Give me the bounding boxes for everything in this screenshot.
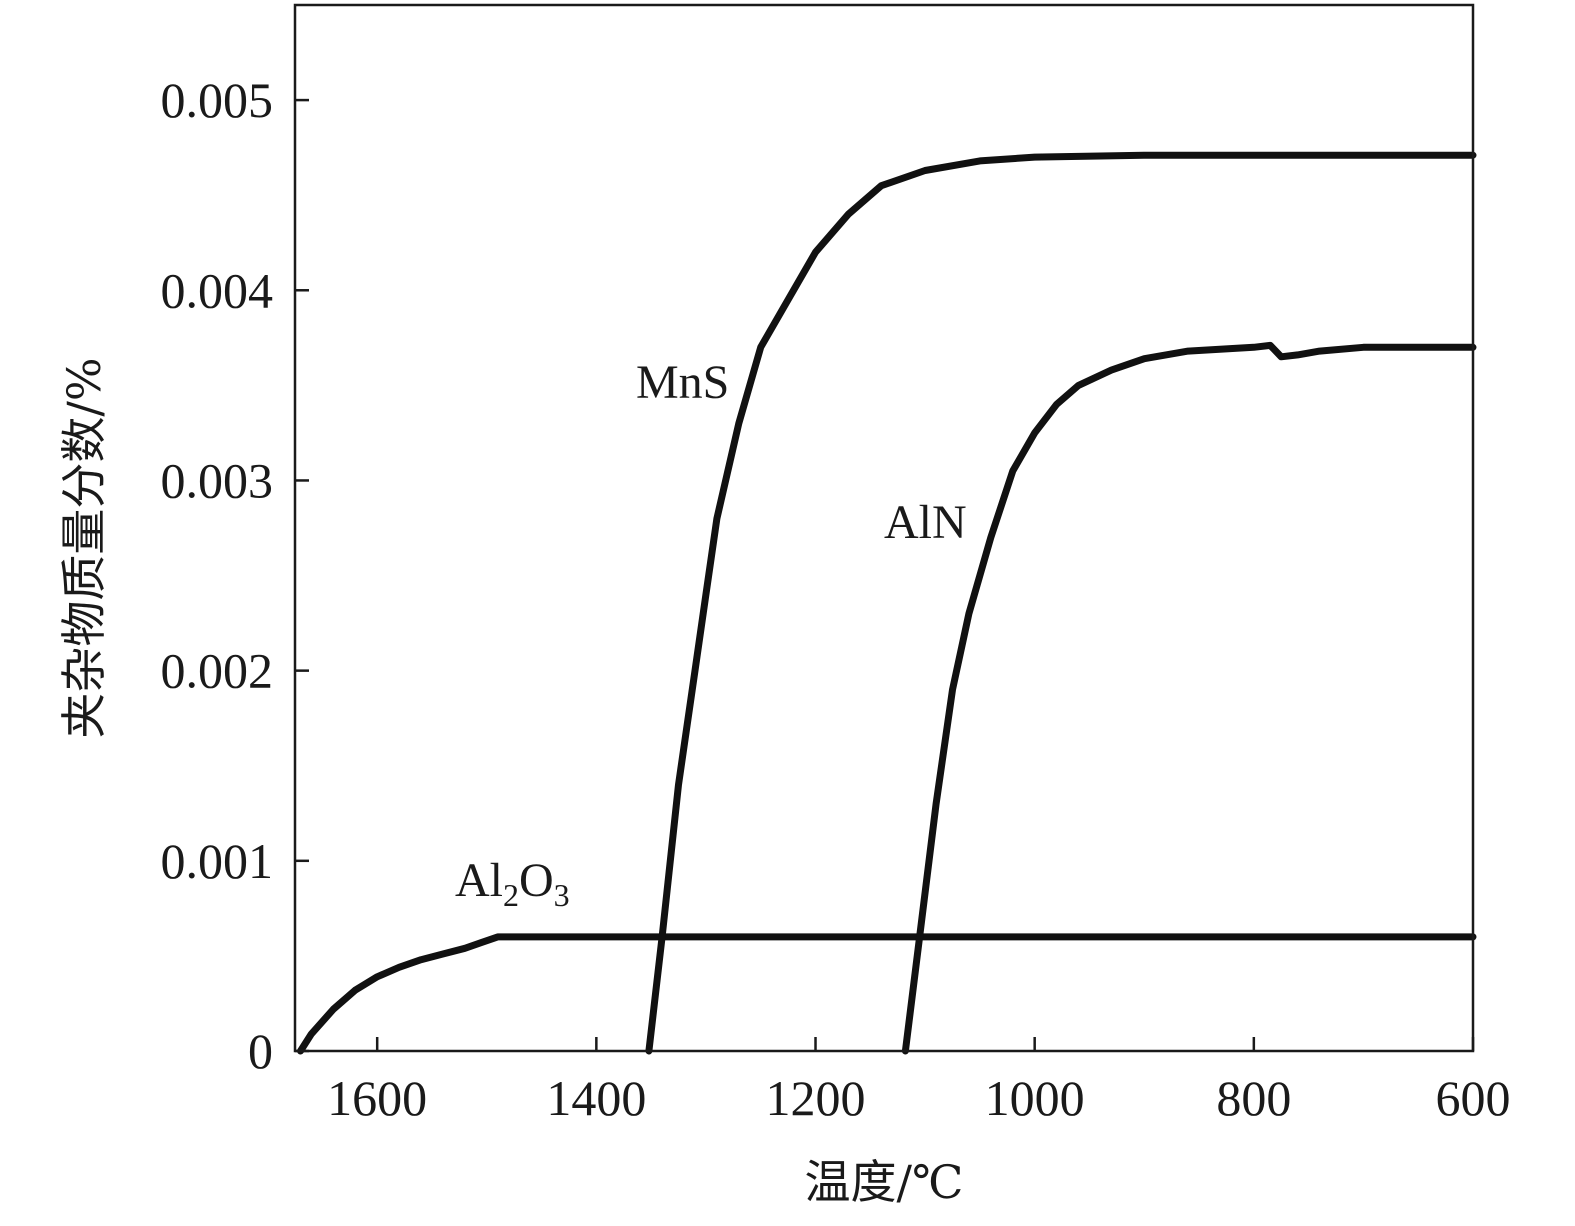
axis-ticks: 1600 1400 1200 1000 800 600 0 0.001 0.002 0.003 0.… xyxy=(161,72,1511,1126)
al2o3-part-al: Al xyxy=(455,854,503,907)
y-tick-label: 0.001 xyxy=(161,833,274,889)
x-tick-label: 800 xyxy=(1216,1070,1291,1126)
series-line-aln xyxy=(901,341,1477,1055)
plot-frame xyxy=(293,3,1475,1053)
series-line-mns xyxy=(645,151,1477,1055)
x-tick-label: 1200 xyxy=(766,1070,866,1126)
y-tick-label: 0.002 xyxy=(161,643,274,699)
y-tick-label: 0 xyxy=(248,1023,273,1079)
series-line-al2o3 xyxy=(297,933,1477,1055)
series-label-mns: MnS xyxy=(636,356,729,409)
x-tick-label: 600 xyxy=(1436,1070,1511,1126)
x-tick-label: 1000 xyxy=(985,1070,1085,1126)
plot-lines xyxy=(297,151,1477,1055)
al2o3-part-o: O xyxy=(519,854,554,907)
y-axis-label: 夹杂物质量分数/% xyxy=(57,357,111,738)
al2o3-sub-2: 2 xyxy=(503,877,519,913)
y-tick-label: 0.003 xyxy=(161,452,274,508)
series-label-al2o3: Al2O3 xyxy=(455,854,570,913)
y-tick-label: 0.004 xyxy=(161,262,274,318)
x-tick-label: 1600 xyxy=(327,1070,427,1126)
x-tick-label: 1400 xyxy=(546,1070,646,1126)
al2o3-sub-3: 3 xyxy=(554,877,570,913)
series-label-aln: AlN xyxy=(884,496,967,549)
x-axis-label: 温度/℃ xyxy=(805,1155,964,1209)
y-tick-label: 0.005 xyxy=(161,72,274,128)
